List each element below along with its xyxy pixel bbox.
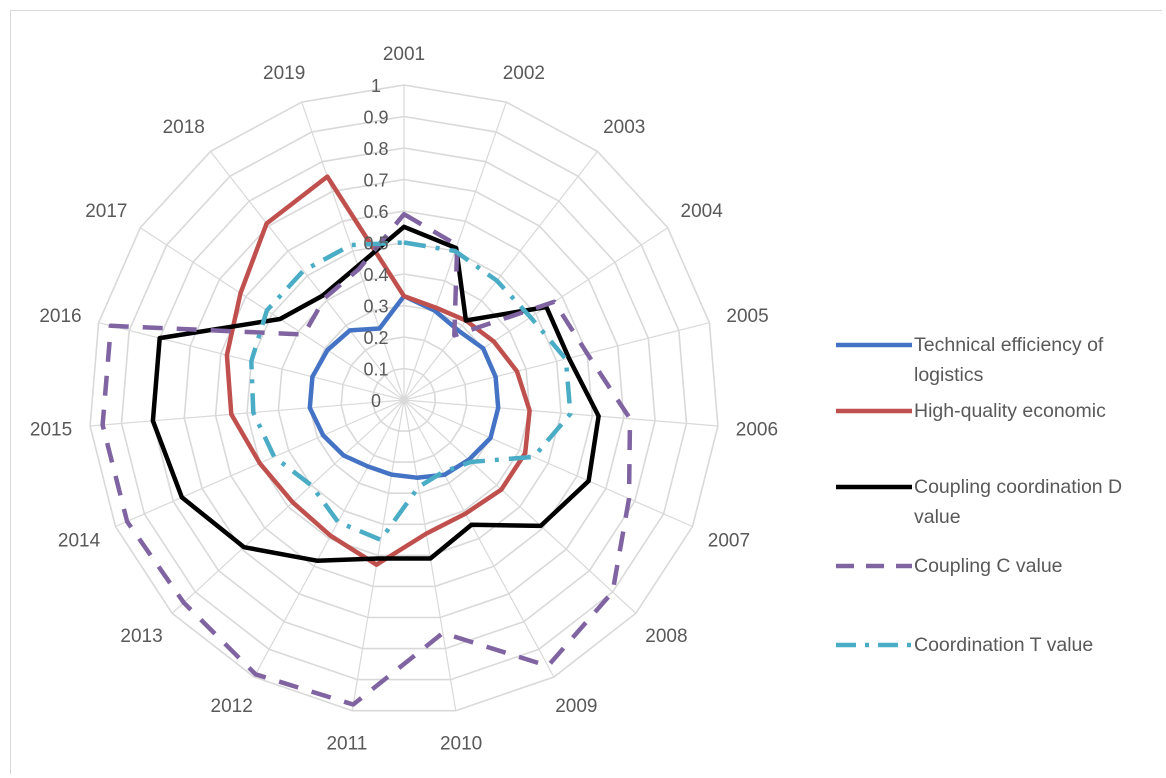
grid-spoke-2005 bbox=[403, 322, 710, 401]
grid-ring-4 bbox=[277, 273, 531, 526]
category-label-2009: 2009 bbox=[555, 696, 597, 717]
category-label-2004: 2004 bbox=[681, 201, 724, 222]
category-label-2006: 2006 bbox=[736, 420, 778, 441]
legend-swatch-coupling-c bbox=[836, 563, 912, 569]
category-label-2001: 2001 bbox=[383, 44, 425, 65]
legend-swatch-coordination-t bbox=[836, 642, 912, 648]
tick-label-0.5: 0.5 bbox=[363, 234, 388, 254]
grid-ring-6 bbox=[214, 210, 594, 588]
grid-spoke-2015 bbox=[90, 399, 405, 427]
category-label-2017: 2017 bbox=[85, 201, 127, 222]
legend-swatch-coupling-coordination-d bbox=[836, 484, 912, 490]
grid-ring-10 bbox=[89, 84, 719, 712]
legend-item-technical-efficiency: Technical efficiency of logistics bbox=[830, 330, 1166, 396]
grid-spoke-2007 bbox=[403, 399, 693, 528]
category-label-2005: 2005 bbox=[726, 306, 768, 327]
tick-label-0.6: 0.6 bbox=[363, 202, 388, 222]
legend-swatch-high-quality-economic bbox=[836, 408, 912, 414]
tick-label-0.4: 0.4 bbox=[363, 265, 388, 285]
category-label-2002: 2002 bbox=[503, 63, 545, 84]
grid-spoke-2008 bbox=[403, 399, 637, 614]
grid-spoke-2003 bbox=[403, 151, 598, 401]
series-line-coordination-t-value bbox=[249, 240, 573, 543]
grid-spoke-2011 bbox=[351, 399, 405, 711]
legend-item-coordination-t: Coordination T value bbox=[830, 630, 1166, 670]
category-label-2012: 2012 bbox=[211, 696, 253, 717]
grid-spoke-2010 bbox=[403, 399, 457, 711]
tick-label-0.7: 0.7 bbox=[363, 171, 388, 191]
category-label-2016: 2016 bbox=[39, 306, 81, 327]
category-label-2014: 2014 bbox=[58, 530, 101, 551]
grid-ring-7 bbox=[183, 178, 625, 619]
legend-swatch-technical-efficiency bbox=[836, 342, 912, 348]
category-label-2018: 2018 bbox=[163, 117, 205, 138]
category-label-2007: 2007 bbox=[708, 530, 750, 551]
legend-label-technical-efficiency: Technical efficiency of logistics bbox=[914, 334, 1104, 386]
series-line-coupling-coordination-d-value bbox=[150, 224, 601, 563]
grid-spoke-2018 bbox=[210, 151, 405, 401]
series-line-technical-efficiency-of-logistics bbox=[307, 293, 501, 480]
tick-label-1: 1 bbox=[371, 76, 381, 96]
grid-ring-2 bbox=[340, 336, 468, 463]
legend-item-high-quality-economic: High-quality economic bbox=[830, 396, 1166, 472]
tick-label-0.9: 0.9 bbox=[363, 108, 388, 128]
radar-series bbox=[100, 174, 633, 707]
grid-spoke-2012 bbox=[253, 399, 405, 678]
legend-label-coupling-coordination-d: Coupling coordination D value bbox=[914, 476, 1123, 528]
grid-ring-8 bbox=[152, 147, 656, 650]
legend-label-high-quality-economic: High-quality economic bbox=[914, 400, 1106, 422]
tick-label-0.1: 0.1 bbox=[363, 360, 388, 380]
radar-grid bbox=[89, 84, 719, 712]
category-label-2019: 2019 bbox=[263, 63, 305, 84]
chart-frame bbox=[10, 10, 1162, 774]
tick-label-0: 0 bbox=[371, 391, 381, 411]
category-label-2013: 2013 bbox=[120, 626, 162, 647]
radial-axis-ticks: 0 0.1 0.2 0.3 0.4 0.5 0.6 0.7 0.8 0.9 1 bbox=[363, 76, 388, 411]
grid-spoke-2013 bbox=[171, 399, 405, 614]
legend: Technical efficiency of logistics High-q… bbox=[830, 330, 1166, 670]
grid-ring-9 bbox=[120, 115, 688, 681]
tick-label-0.8: 0.8 bbox=[363, 139, 388, 159]
legend-item-coupling-c: Coupling C value bbox=[830, 551, 1166, 630]
category-label-2010: 2010 bbox=[440, 733, 482, 754]
grid-ring-1 bbox=[371, 367, 437, 432]
legend-label-coupling-c: Coupling C value bbox=[914, 555, 1063, 577]
legend-item-coupling-coordination-d: Coupling coordination D value bbox=[830, 472, 1166, 551]
category-label-2011: 2011 bbox=[326, 733, 367, 754]
tick-label-0.3: 0.3 bbox=[363, 297, 388, 317]
series-line-high-quality-economic bbox=[224, 174, 532, 567]
category-label-2008: 2008 bbox=[645, 626, 687, 647]
legend-label-coordination-t: Coordination T value bbox=[914, 634, 1094, 656]
grid-spoke-2004 bbox=[403, 227, 669, 401]
category-label-2003: 2003 bbox=[603, 117, 645, 138]
category-labels: 2001 2002 2003 2004 2005 2006 2007 2008 2009 2010… bbox=[30, 44, 778, 754]
grid-spoke-2017 bbox=[139, 227, 405, 401]
tick-label-0.2: 0.2 bbox=[363, 328, 388, 348]
grid-spoke-2019 bbox=[301, 101, 405, 401]
grid-spoke-2006 bbox=[403, 399, 718, 427]
category-label-2015: 2015 bbox=[30, 420, 72, 441]
grid-spoke-2009 bbox=[403, 399, 555, 678]
